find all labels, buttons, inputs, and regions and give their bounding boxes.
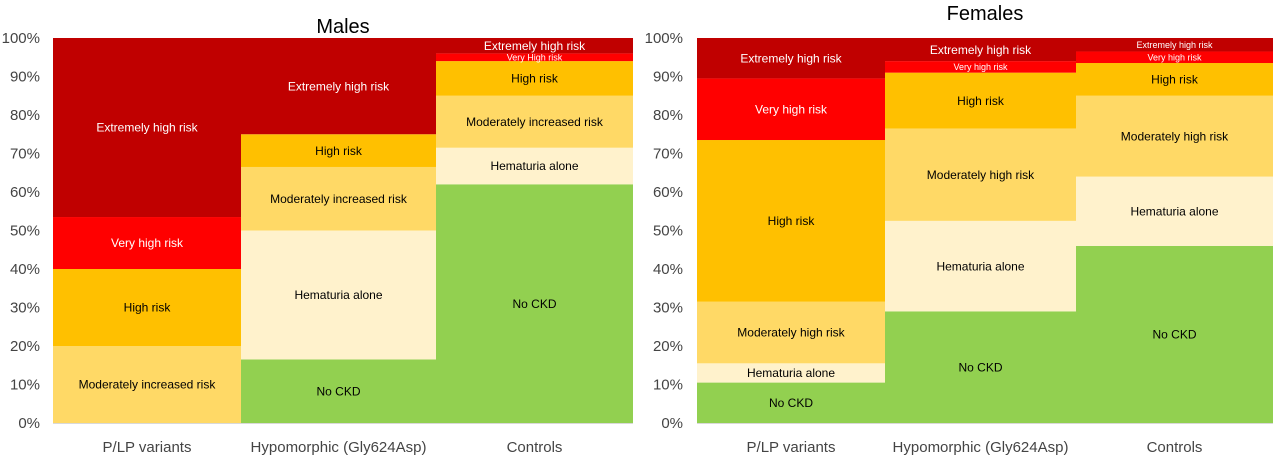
segment-label: Moderately increased risk [79, 378, 217, 392]
bar-segment [1076, 95, 1273, 177]
segment-label: Very high risk [1147, 52, 1202, 62]
segment-label: High risk [957, 94, 1005, 108]
segment-label: High risk [768, 214, 816, 228]
bar-segment [697, 78, 885, 141]
bar-segment [1076, 38, 1273, 52]
bar-segment [885, 311, 1076, 423]
segment-label: Moderately high risk [927, 168, 1035, 182]
y-tick-label: 100% [645, 30, 683, 47]
segment-label: Hematuria alone [490, 159, 578, 173]
bar-segment [241, 359, 436, 423]
bar-segment [241, 134, 436, 167]
bar-segment [241, 166, 436, 231]
y-tick-label: 0% [661, 415, 683, 432]
segment-label: No CKD [316, 384, 360, 398]
bar-segment [885, 220, 1076, 312]
bar-segment [1076, 245, 1273, 423]
x-category-label: Hypomorphic (Gly624Asp) [893, 439, 1069, 456]
bar-segment [697, 382, 885, 423]
bar-segment [436, 38, 633, 54]
bar-segment [53, 269, 241, 346]
segment-label: Moderately high risk [737, 326, 845, 340]
bar-segment [436, 95, 633, 148]
y-tick-label: 50% [653, 223, 683, 240]
chart-males: Males 0% 10% 20% 30% 40% 50% 60% 70% 80% 90% 100% Mo… [2, 16, 633, 456]
y-tick-label: 40% [653, 261, 683, 278]
segment-label: Moderately high risk [1121, 129, 1229, 143]
segment-label: High risk [124, 301, 172, 315]
x-category-label: Hypomorphic (Gly624Asp) [251, 439, 427, 456]
x-category-label: Controls [507, 439, 563, 456]
bar-segment [885, 61, 1076, 73]
bar-segment [241, 38, 436, 135]
y-tick-label: 10% [10, 377, 40, 394]
bar-segment [241, 230, 436, 360]
y-tick-label: 30% [10, 300, 40, 317]
bar-segment [697, 38, 885, 79]
segment-label: Moderately increased risk [466, 115, 604, 129]
y-tick-label: 20% [653, 338, 683, 355]
chart-title: Males [316, 16, 369, 38]
y-tick-label: 60% [653, 184, 683, 201]
segment-label: Very high risk [755, 102, 828, 116]
segment-label: Extremely high risk [484, 39, 586, 53]
bar-segment [697, 301, 885, 364]
segment-label: High risk [315, 144, 363, 158]
bar-segment [436, 53, 633, 62]
x-category-label: P/LP variants [747, 439, 836, 456]
y-tick-label: 90% [653, 69, 683, 86]
bar-segment [53, 217, 241, 269]
x-category-label: Controls [1147, 439, 1203, 456]
segment-label: High risk [1151, 73, 1199, 87]
bar-segment [885, 38, 1076, 62]
x-category-label: P/LP variants [103, 439, 192, 456]
segment-label: No CKD [1152, 328, 1196, 342]
segment-label: Very High risk [507, 52, 563, 62]
bar-segment [1076, 176, 1273, 246]
segment-label: Moderately increased risk [270, 192, 408, 206]
bar-segment [436, 184, 633, 423]
y-tick-label: 80% [10, 107, 40, 124]
segment-label: Hematuria alone [936, 259, 1024, 273]
segment-label: Hematuria alone [294, 288, 382, 302]
segment-label: Extremely high risk [740, 51, 842, 65]
y-tick-label: 70% [653, 146, 683, 163]
segment-label: Hematuria alone [747, 366, 835, 380]
segment-label: High risk [511, 72, 559, 86]
bar-segment [697, 140, 885, 302]
y-tick-label: 0% [18, 415, 40, 432]
y-tick-label: 10% [653, 377, 683, 394]
segment-label: Very high risk [111, 236, 184, 250]
bar-segment [436, 61, 633, 96]
bar-segment [1076, 63, 1273, 96]
segment-label: Very high risk [953, 62, 1008, 72]
segment-label: No CKD [769, 396, 813, 410]
bar-segment [53, 38, 241, 218]
y-tick-label: 50% [10, 223, 40, 240]
y-tick-label: 70% [10, 146, 40, 163]
segment-label: No CKD [958, 360, 1002, 374]
chart-females: Females 0% 10% 20% 30% 40% 50% 60% 70% 80% 90% 100%… [645, 3, 1273, 456]
segment-label: Extremely high risk [930, 43, 1032, 57]
bar-segment [53, 346, 241, 423]
y-tick-label: 40% [10, 261, 40, 278]
bar-segment [436, 147, 633, 185]
y-tick-label: 60% [10, 184, 40, 201]
segment-label: Extremely high risk [96, 121, 198, 135]
bar-segment [885, 72, 1076, 129]
y-tick-label: 20% [10, 338, 40, 355]
y-tick-label: 80% [653, 107, 683, 124]
segment-label: Extremely high risk [288, 79, 390, 93]
bar-segment [885, 128, 1076, 221]
bar-segment [697, 363, 885, 383]
y-tick-label: 100% [2, 30, 40, 47]
segment-label: No CKD [512, 297, 556, 311]
segment-label: Hematuria alone [1130, 204, 1218, 218]
chart-title: Females [947, 3, 1024, 25]
y-tick-label: 90% [10, 69, 40, 86]
bar-segment [1076, 51, 1273, 64]
segment-label: Extremely high risk [1136, 40, 1213, 50]
y-tick-label: 30% [653, 300, 683, 317]
